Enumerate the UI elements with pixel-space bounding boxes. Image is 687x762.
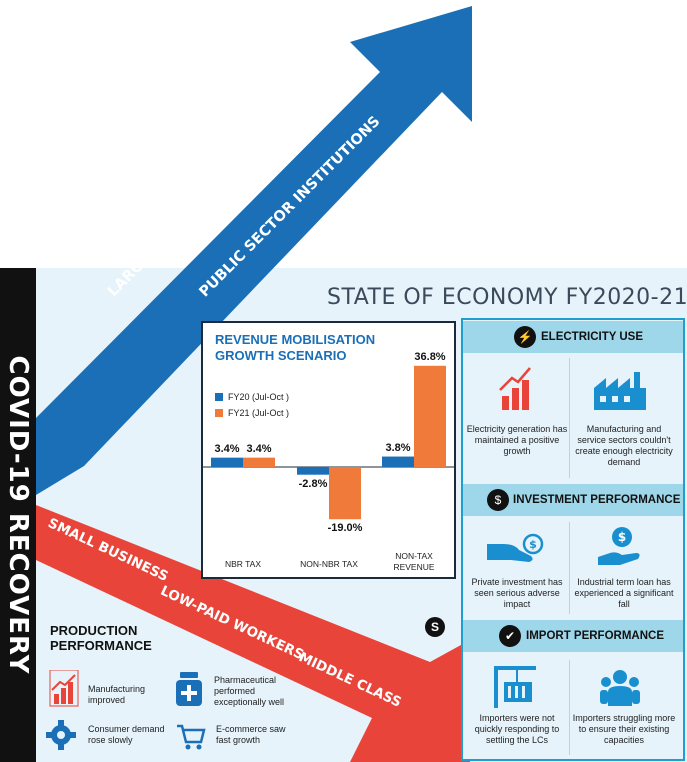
people-group-icon xyxy=(600,670,640,706)
medicine-bottle-icon xyxy=(176,672,202,706)
svg-text:$: $ xyxy=(618,530,626,544)
factory-icon xyxy=(594,372,646,410)
production-title-line2: PERFORMANCE xyxy=(50,638,152,653)
investment-item-1: Private investment has seen serious adve… xyxy=(471,577,563,609)
chart-title-line1: REVENUE MOBILISATION xyxy=(215,332,376,347)
value-label-fy20-2: 3.8% xyxy=(385,441,411,454)
hand-coin-icon: $ xyxy=(487,533,544,562)
electricity-header xyxy=(463,321,683,353)
value-label-fy21-0: 3.4% xyxy=(246,442,272,455)
logo-badge: S xyxy=(425,617,445,637)
bar-fy20-0 xyxy=(211,457,243,467)
production-item-1: Manufacturing improved xyxy=(88,684,146,705)
crane-container-icon xyxy=(494,666,536,708)
category-label-0: NBR TAX xyxy=(224,559,262,569)
rising-bars-icon xyxy=(49,670,79,707)
value-label-fy20-0: 3.4% xyxy=(214,442,240,455)
lightning-icon: ⚡ xyxy=(514,326,536,348)
shopping-cart-icon xyxy=(177,724,206,750)
check-circle-icon: ✔ xyxy=(499,625,521,647)
down-arrow xyxy=(36,505,470,762)
production-item-3: Consumer demand rose slowly xyxy=(88,724,165,745)
chart-title-line2: GROWTH SCENARIO xyxy=(215,348,347,363)
value-label-fy20-1: -2.8% xyxy=(298,477,328,490)
investment-divider xyxy=(569,522,570,614)
import-divider xyxy=(569,660,570,755)
electricity-item-2: Manufacturing and service sectors couldn… xyxy=(575,424,673,467)
category-label-1: NON-NBR TAX xyxy=(300,559,358,569)
electricity-item-1: Electricity generation has maintained a … xyxy=(466,424,568,456)
import-title: IMPORT PERFORMANCE xyxy=(526,630,664,642)
investment-title: INVESTMENT PERFORMANCE xyxy=(513,494,681,506)
bar-fy21-2 xyxy=(414,365,446,467)
import-item-1: Importers were not quickly responding to… xyxy=(474,713,560,745)
investment-item-2: Industrial term loan has experienced a s… xyxy=(574,577,674,609)
electricity-divider xyxy=(569,358,570,478)
svg-text:$: $ xyxy=(529,538,537,551)
chart-plot xyxy=(203,365,454,520)
bar-fy20-1 xyxy=(297,467,329,475)
vertical-title-bar xyxy=(0,268,36,762)
rising-bars-icon xyxy=(499,367,531,410)
legend-label-fy20: FY20 (Jul-Oct ) xyxy=(228,392,290,402)
page-title: STATE OF ECONOMY FY2020-21 xyxy=(327,285,687,310)
production-title: PRODUCTION PERFORMANCE xyxy=(50,623,152,653)
category-label-2: NON-TAX REVENUE xyxy=(393,551,435,572)
up-arrow xyxy=(36,6,472,495)
bar-fy21-1 xyxy=(329,467,361,520)
legend-swatch-fy20 xyxy=(215,393,223,401)
money-bag-icon: $ xyxy=(487,489,509,511)
legend-swatch-fy21 xyxy=(215,409,223,417)
gear-icon xyxy=(46,720,76,750)
import-item-2: Importers struggling more to ensure thei… xyxy=(572,713,676,745)
production-item-4: E-commerce saw fast growth xyxy=(216,724,286,745)
hand-dollar-icon: $ xyxy=(598,527,640,565)
electricity-title: ELECTRICITY USE xyxy=(541,331,644,343)
indicators-panel xyxy=(461,318,685,761)
production-item-2: Pharmaceutical performed exceptionally w… xyxy=(214,675,285,707)
legend-label-fy21: FY21 (Jul-Oct ) xyxy=(228,408,290,418)
value-label-fy21-2: 36.8% xyxy=(414,350,446,363)
revenue-chart: REVENUE MOBILISATION GROWTH SCENARIO FY2… xyxy=(201,321,456,579)
bar-fy21-0 xyxy=(243,457,275,467)
bar-fy20-2 xyxy=(382,456,414,467)
value-label-fy21-1: -19.0% xyxy=(327,522,363,535)
production-title-line1: PRODUCTION xyxy=(50,623,138,638)
